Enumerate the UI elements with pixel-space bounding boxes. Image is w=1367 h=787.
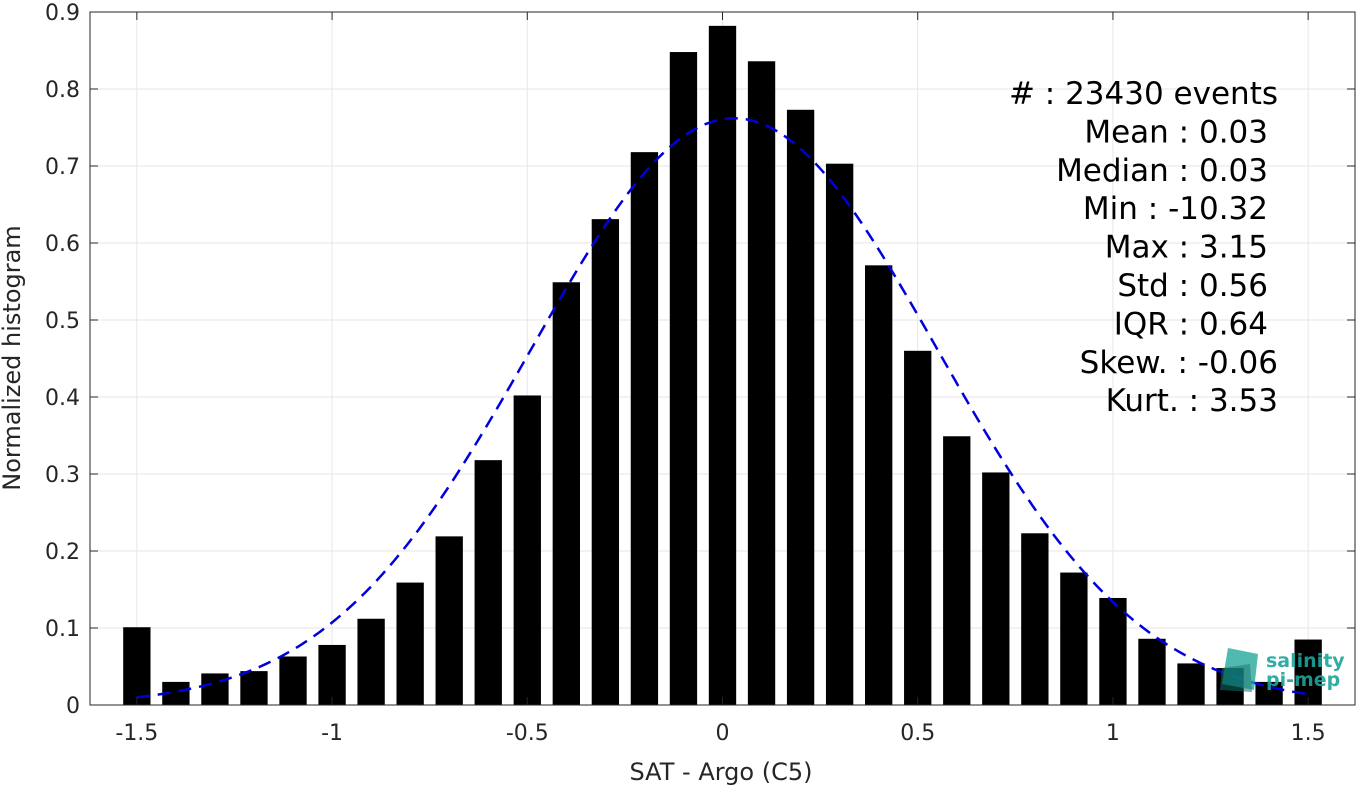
- y-tick-label: 0.8: [45, 78, 80, 103]
- stats-line: Skew. : -0.06: [1080, 345, 1278, 381]
- stats-line: Min : -10.32: [1083, 191, 1268, 227]
- y-axis-ticks: 0 0.1 0.2 0.3 0.4 0.5 0.6 0.7 0.8 0.9: [45, 1, 1355, 719]
- histogram-bar: [318, 644, 346, 705]
- histogram-bar: [1021, 533, 1049, 705]
- stats-line: IQR : 0.64: [1114, 306, 1268, 342]
- histogram-bar: [123, 627, 151, 705]
- histogram-bar: [162, 681, 190, 705]
- y-tick-label: 0.3: [45, 463, 80, 488]
- x-tick-label: -1: [321, 721, 343, 746]
- histogram-bar: [552, 282, 580, 705]
- salinity-pimep-logo: salinity pi-mep: [1220, 648, 1345, 692]
- x-tick-label: 0.5: [900, 721, 935, 746]
- y-tick-label: 0.4: [45, 386, 80, 411]
- y-tick-label: 0.1: [45, 617, 80, 642]
- histogram-bar: [708, 25, 737, 706]
- x-tick-label: 1: [1106, 721, 1120, 746]
- histogram-bar: [1294, 639, 1322, 705]
- x-tick-label: 1.5: [1291, 721, 1326, 746]
- histogram-bar: [201, 673, 229, 705]
- y-tick-label: 0.6: [45, 232, 80, 257]
- stats-line: Std : 0.56: [1117, 268, 1268, 304]
- histogram-bar: [1060, 572, 1088, 705]
- y-tick-label: 0.9: [45, 1, 80, 26]
- normal-fit-curve: [136, 117, 1309, 699]
- y-tick-label: 0: [66, 694, 80, 719]
- histogram-bar: [943, 436, 971, 705]
- stats-line: Median : 0.03: [1056, 153, 1268, 189]
- logo-line1: salinity: [1266, 650, 1345, 672]
- histogram-bar: [396, 582, 424, 705]
- histogram-bar: [904, 350, 932, 705]
- logo-icon-shade: [1220, 664, 1252, 692]
- stats-line: Max : 3.15: [1105, 230, 1268, 266]
- histogram-bar: [435, 536, 463, 705]
- histogram-bar: [1177, 663, 1205, 705]
- x-tick-label: -1.5: [115, 721, 158, 746]
- histogram-bar: [982, 472, 1010, 705]
- histogram-bar: [1099, 597, 1127, 705]
- histogram-bar: [474, 460, 502, 705]
- y-axis-label: Normalized histogram: [0, 225, 26, 490]
- histogram-bar: [279, 656, 307, 705]
- histogram-bar: [240, 671, 268, 705]
- histogram-bar: [786, 109, 815, 706]
- x-tick-label: 0: [716, 721, 730, 746]
- logo-line2: pi-mep: [1266, 669, 1340, 691]
- histogram-bar: [865, 265, 893, 705]
- stats-line: Mean : 0.03: [1084, 114, 1268, 150]
- histogram-bar: [513, 395, 541, 705]
- y-tick-label: 0.2: [45, 540, 80, 565]
- y-tick-label: 0.5: [45, 309, 80, 334]
- stats-line: # : 23430 events: [1009, 76, 1278, 112]
- histogram-bar: [669, 52, 698, 706]
- x-axis-ticks: -1.5 -1 -0.5 0 0.5 1 1.5: [115, 12, 1326, 746]
- histogram-bar: [1138, 638, 1166, 705]
- histogram-bar: [357, 618, 385, 705]
- histogram-bars: [123, 25, 1322, 706]
- histogram-bar: [825, 163, 854, 705]
- histogram-bar: [630, 152, 659, 705]
- y-tick-label: 0.7: [45, 155, 80, 180]
- x-tick-label: -0.5: [506, 721, 549, 746]
- stats-line: Kurt. : 3.53: [1106, 383, 1278, 419]
- histogram-bar: [747, 61, 776, 705]
- histogram-bar: [591, 219, 620, 705]
- x-axis-label: SAT - Argo (C5): [630, 758, 813, 786]
